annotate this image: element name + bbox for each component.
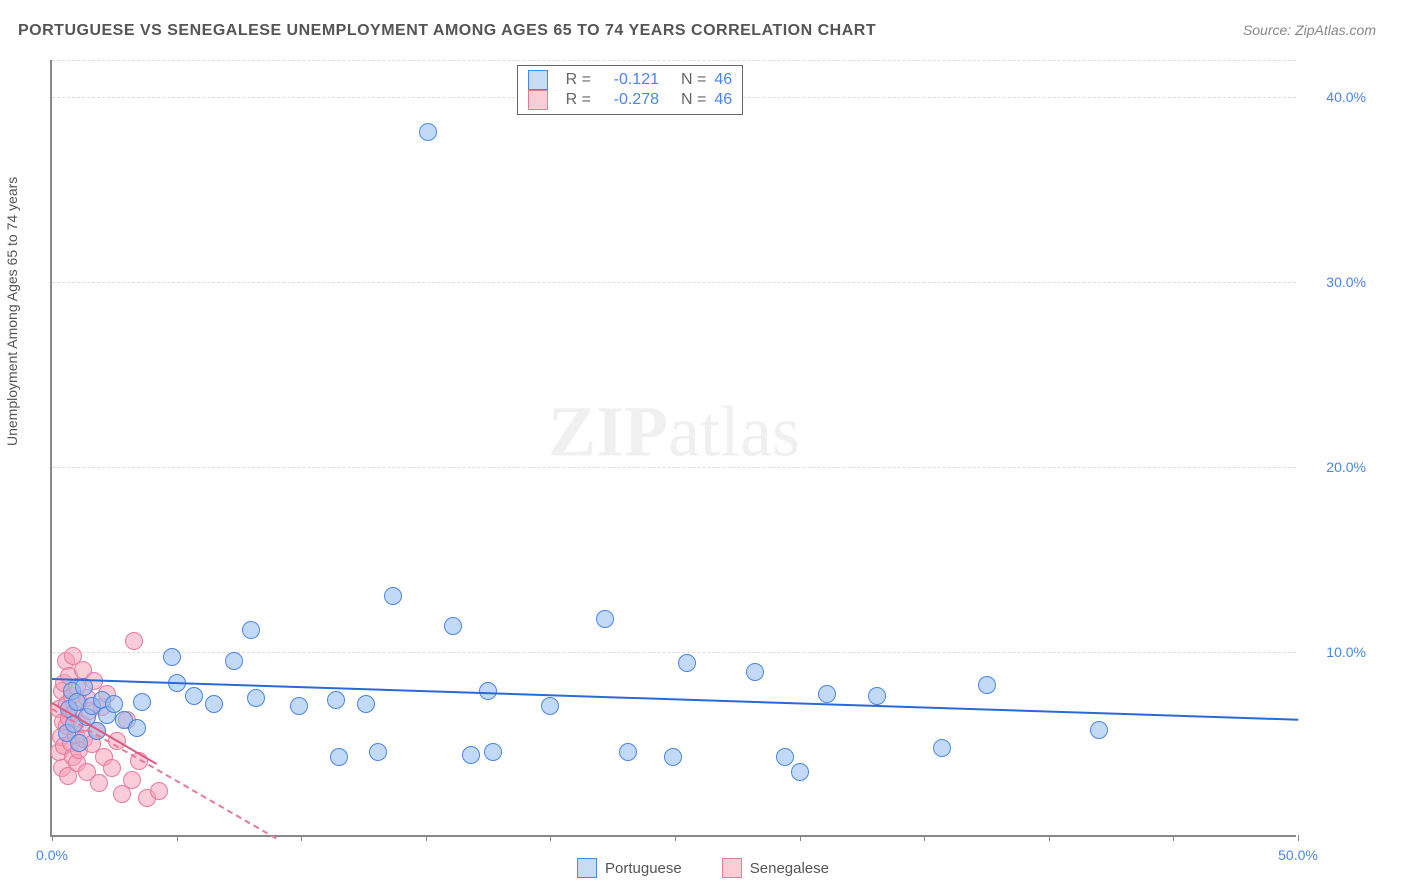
trend-line <box>52 678 1298 721</box>
portuguese-marker <box>1090 721 1108 739</box>
portuguese-marker <box>185 687 203 705</box>
portuguese-marker <box>619 743 637 761</box>
x-tick <box>1049 835 1050 841</box>
portuguese-marker <box>327 691 345 709</box>
portuguese-marker <box>133 693 151 711</box>
x-tick <box>301 835 302 841</box>
chart-container: PORTUGUESE VS SENEGALESE UNEMPLOYMENT AM… <box>0 0 1406 892</box>
portuguese-marker <box>105 695 123 713</box>
gridline <box>52 467 1296 468</box>
portuguese-marker <box>678 654 696 672</box>
legend-stats-row: R = -0.121 N = 46 <box>528 70 732 90</box>
legend-swatch <box>528 70 548 90</box>
portuguese-marker <box>330 748 348 766</box>
plot-area: ZIPatlas R =-0.121N =46R =-0.278N =46 10… <box>50 60 1296 837</box>
legend-swatch <box>528 90 548 110</box>
portuguese-marker <box>541 697 559 715</box>
portuguese-marker <box>444 617 462 635</box>
portuguese-marker <box>746 663 764 681</box>
n-label: N = <box>681 71 706 89</box>
x-tick <box>924 835 925 841</box>
portuguese-marker <box>242 621 260 639</box>
x-tick <box>675 835 676 841</box>
portuguese-marker <box>479 682 497 700</box>
portuguese-marker <box>369 743 387 761</box>
portuguese-marker <box>462 746 480 764</box>
y-tick-label: 10.0% <box>1326 644 1366 660</box>
n-value: 46 <box>714 91 732 109</box>
watermark-bold: ZIP <box>548 392 668 472</box>
legend-stats-box: R = -0.121 N = 46 R = -0.278 N = 46 <box>517 65 743 115</box>
portuguese-marker <box>128 719 146 737</box>
x-tick <box>800 835 801 841</box>
senegalese-marker <box>90 774 108 792</box>
r-label: R = <box>556 71 591 89</box>
portuguese-marker <box>70 734 88 752</box>
r-label: R = <box>556 91 591 109</box>
x-tick <box>52 835 53 841</box>
legend-swatch <box>577 858 597 878</box>
portuguese-marker <box>163 648 181 666</box>
gridline <box>52 282 1296 283</box>
source-attribution: Source: ZipAtlas.com <box>1243 22 1376 38</box>
chart-title: PORTUGUESE VS SENEGALESE UNEMPLOYMENT AM… <box>18 22 876 40</box>
portuguese-marker <box>205 695 223 713</box>
x-tick <box>426 835 427 841</box>
senegalese-marker <box>125 632 143 650</box>
y-tick-label: 20.0% <box>1326 459 1366 475</box>
bottom-legend-item: Portuguese <box>577 858 682 878</box>
portuguese-marker <box>791 763 809 781</box>
portuguese-marker <box>419 123 437 141</box>
portuguese-marker <box>384 587 402 605</box>
r-value: -0.278 <box>599 91 659 109</box>
portuguese-marker <box>818 685 836 703</box>
senegalese-marker <box>150 782 168 800</box>
y-tick-label: 40.0% <box>1326 89 1366 105</box>
n-label: N = <box>681 91 706 109</box>
portuguese-marker <box>247 689 265 707</box>
source-name: ZipAtlas.com <box>1295 22 1376 38</box>
portuguese-marker <box>596 610 614 628</box>
x-tick <box>1298 835 1299 841</box>
x-tick-label: 50.0% <box>1278 847 1318 863</box>
source-prefix: Source: <box>1243 22 1295 38</box>
r-value: -0.121 <box>599 71 659 89</box>
y-axis-label: Unemployment Among Ages 65 to 74 years <box>4 177 20 446</box>
x-tick <box>177 835 178 841</box>
portuguese-marker <box>357 695 375 713</box>
senegalese-marker <box>123 771 141 789</box>
portuguese-marker <box>776 748 794 766</box>
senegalese-marker <box>103 759 121 777</box>
gridline <box>52 60 1296 61</box>
legend-swatch <box>722 858 742 878</box>
legend-stats-row: R = -0.278 N = 46 <box>528 90 732 110</box>
watermark: ZIPatlas <box>548 391 800 474</box>
portuguese-marker <box>225 652 243 670</box>
legend-label: Senegalese <box>750 860 829 877</box>
bottom-legend-item: Senegalese <box>722 858 829 878</box>
y-tick-label: 30.0% <box>1326 274 1366 290</box>
x-tick <box>1173 835 1174 841</box>
portuguese-marker <box>664 748 682 766</box>
x-tick <box>550 835 551 841</box>
portuguese-marker <box>933 739 951 757</box>
watermark-light: atlas <box>668 392 800 472</box>
bottom-legend: Portuguese Senegalese <box>577 858 829 878</box>
portuguese-marker <box>978 676 996 694</box>
portuguese-marker <box>290 697 308 715</box>
portuguese-marker <box>484 743 502 761</box>
legend-label: Portuguese <box>605 860 682 877</box>
x-tick-label: 0.0% <box>36 847 68 863</box>
n-value: 46 <box>714 71 732 89</box>
portuguese-marker <box>868 687 886 705</box>
